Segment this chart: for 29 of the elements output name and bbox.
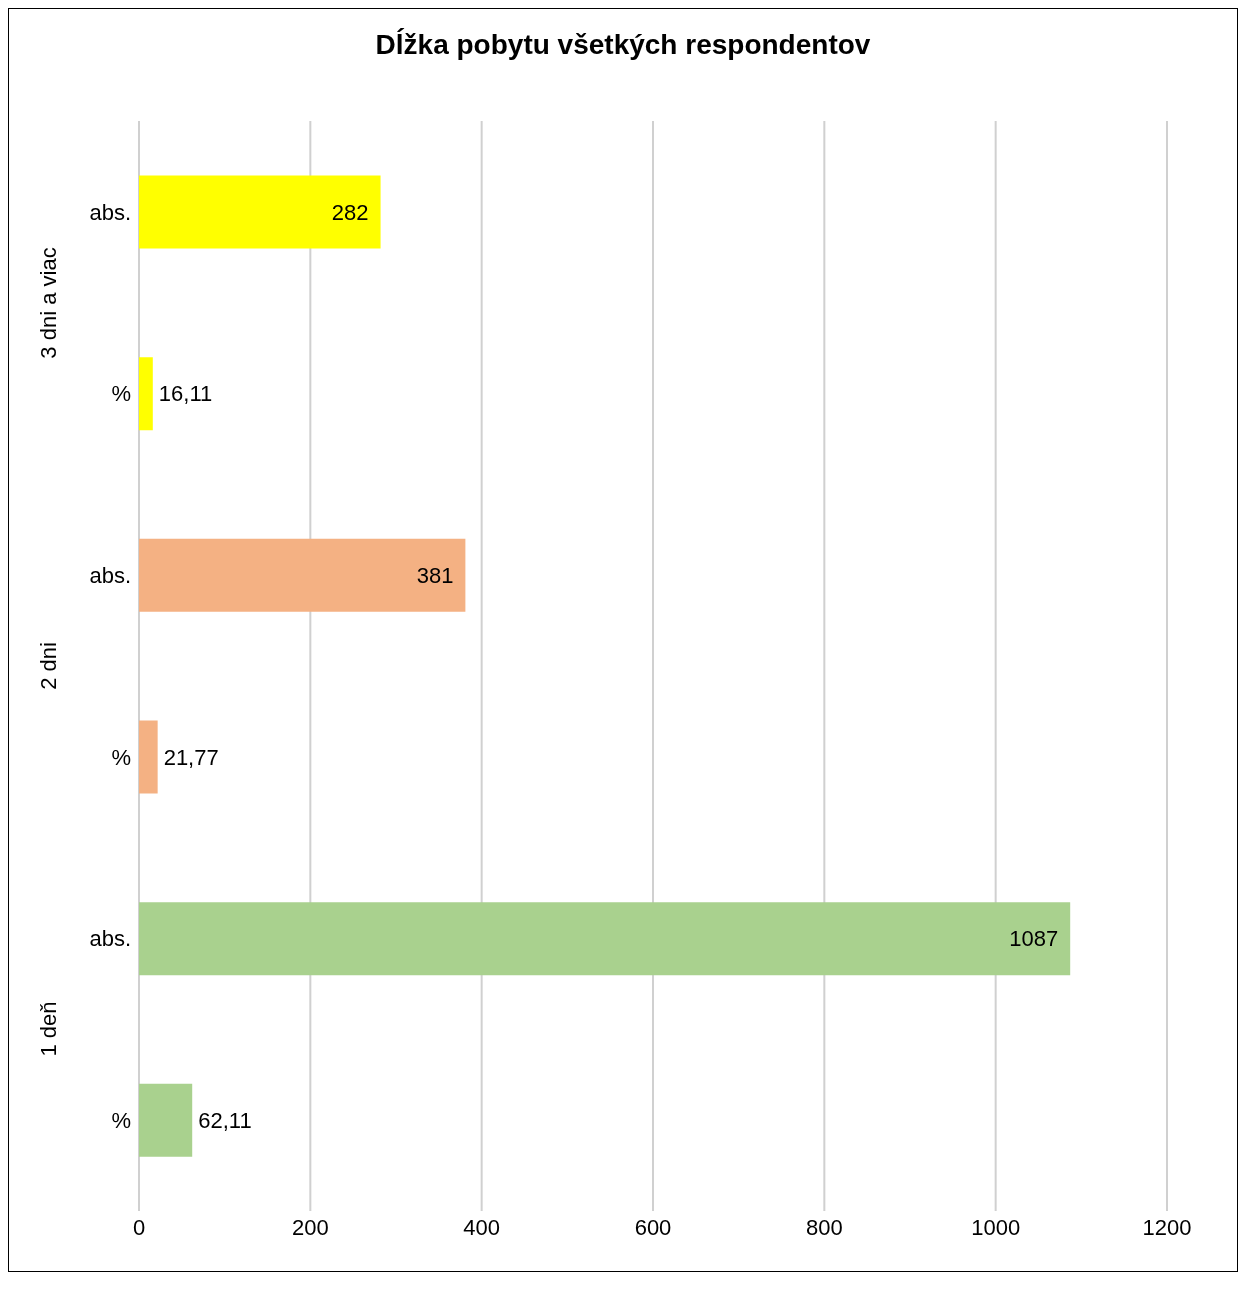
data-label: 62,11 — [198, 1107, 252, 1133]
text: 3 dni a viac — [36, 247, 62, 359]
bar — [139, 175, 381, 249]
y-tick-label: % — [111, 744, 131, 770]
x-tick-label: 200 — [291, 1214, 329, 1240]
bar — [139, 538, 466, 612]
y-tick-label: % — [111, 381, 131, 407]
y-tick-label: % — [111, 1107, 131, 1133]
x-tick-label: 600 — [634, 1214, 672, 1240]
text: 1 deň — [36, 1001, 62, 1057]
y-tick-label: abs. — [89, 926, 131, 952]
chart-title: Dĺžka pobytu všetkých respondentov — [374, 27, 872, 61]
x-tick-label: 400 — [463, 1214, 501, 1240]
y-tick-label: abs. — [89, 199, 131, 225]
data-label: 381 — [416, 562, 454, 588]
x-tick-label: 800 — [805, 1214, 843, 1240]
x-tick-label: 0 — [132, 1214, 146, 1240]
x-tick-label: 1000 — [971, 1214, 1021, 1240]
bar — [139, 902, 1071, 976]
bar — [139, 1083, 193, 1157]
data-label: 1087 — [1009, 926, 1059, 952]
data-label: 282 — [331, 199, 369, 225]
x-tick-label: 1200 — [1142, 1214, 1192, 1240]
data-label: 21,77 — [163, 744, 219, 770]
y-tick-label: abs. — [89, 562, 131, 588]
text: 2 dni — [36, 642, 62, 690]
bar — [139, 720, 158, 794]
data-label: 16,11 — [158, 381, 213, 407]
bar — [139, 357, 153, 431]
